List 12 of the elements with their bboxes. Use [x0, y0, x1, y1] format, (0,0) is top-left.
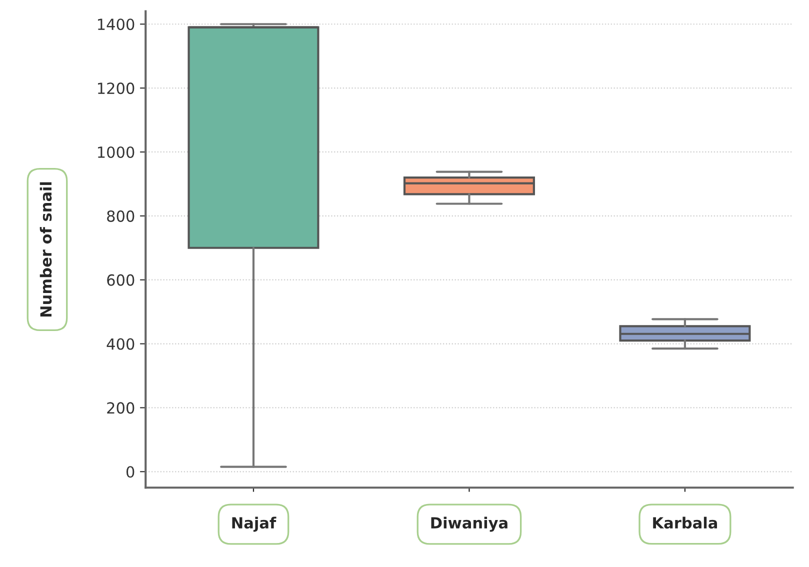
y-tick-label: 1000 — [98, 146, 134, 158]
y-tick-label: 400 — [106, 338, 134, 350]
x-tick-label: Najaf — [232, 516, 276, 532]
y-tick-label: 800 — [107, 210, 134, 222]
y-tick-label: 200 — [107, 402, 134, 414]
y-tick-label: 600 — [107, 274, 134, 286]
x-tick-label: Karbala — [653, 516, 717, 529]
y-axis-title: Number of snail — [40, 182, 52, 317]
x-tick-label: Diwaniya — [431, 516, 508, 532]
y-tick-label: 0 — [126, 466, 134, 478]
y-tick-label: 1200 — [98, 82, 134, 94]
y-tick-label: 1400 — [98, 18, 134, 30]
